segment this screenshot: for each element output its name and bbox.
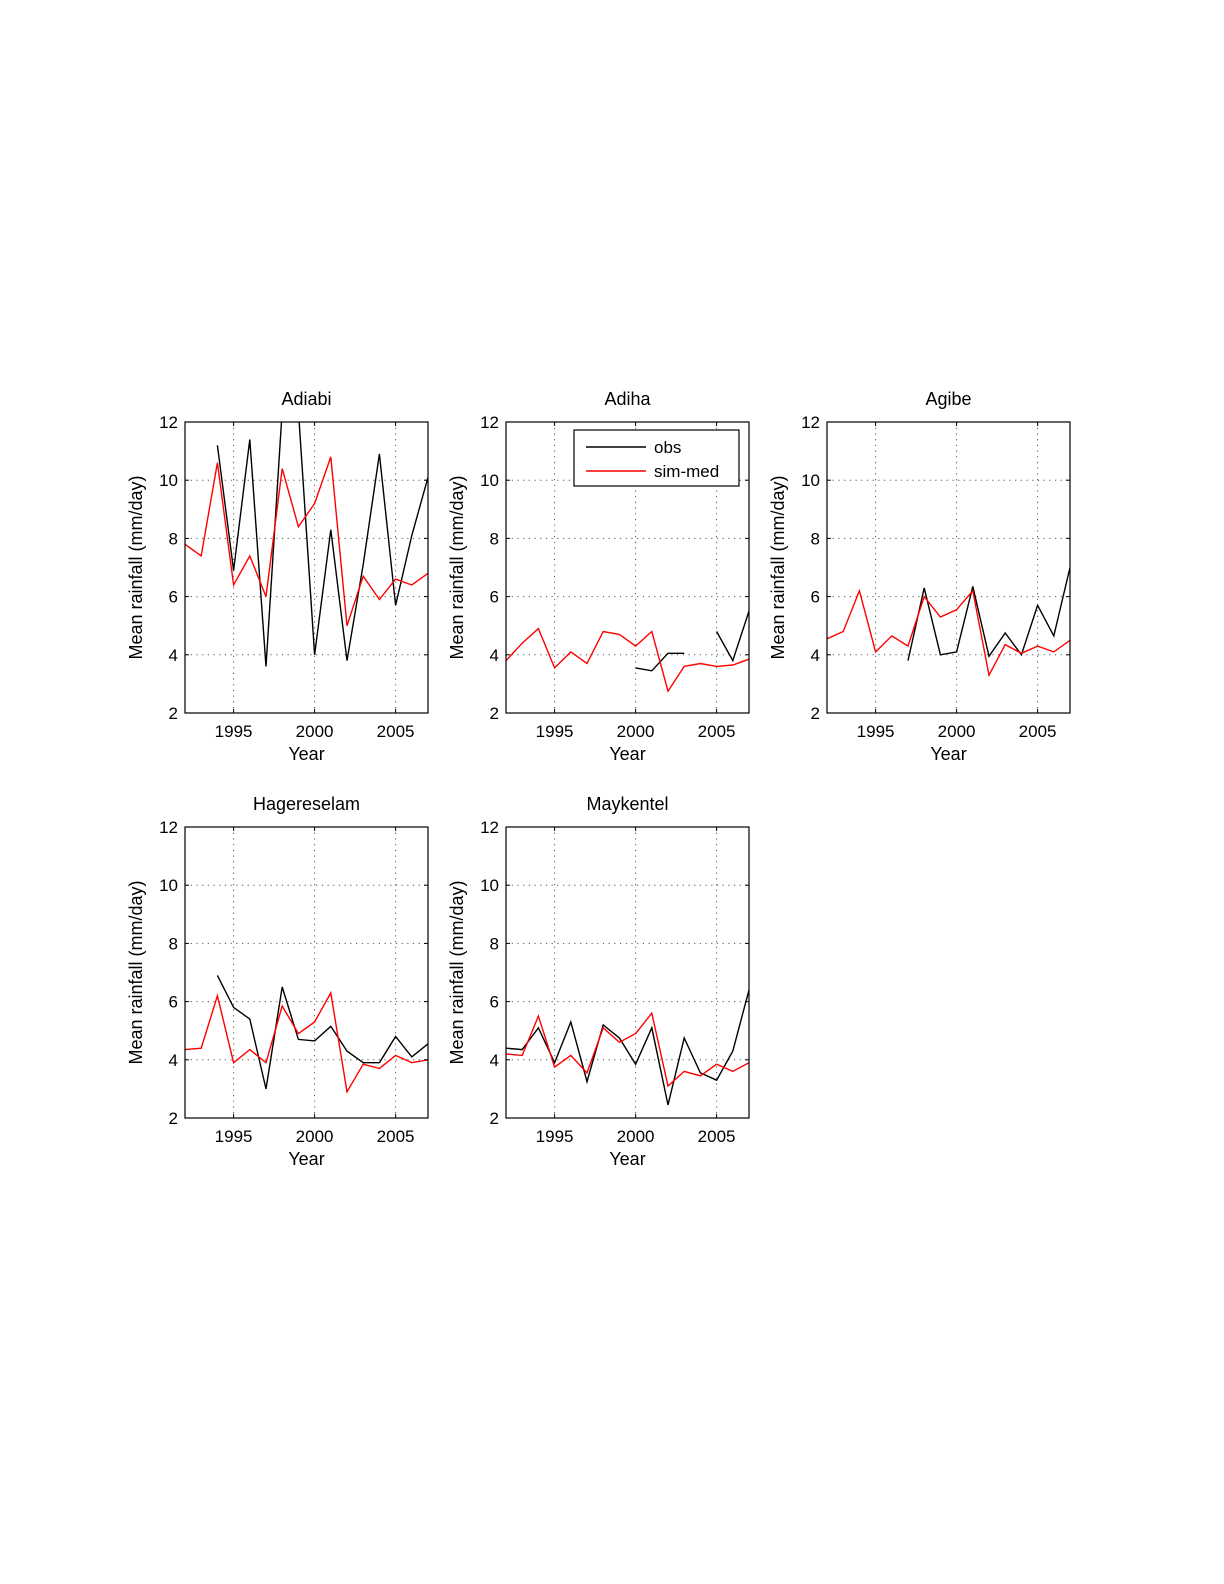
subplot-agibe: 1995 2000 2005 2 4 6 8 10 12 Agibe Year Mean rainfa… — [768, 389, 1071, 764]
y-tick-label: 2 — [490, 704, 499, 723]
x-tick-label: 1995 — [536, 1127, 574, 1146]
y-tick-label: 10 — [159, 876, 178, 895]
y-tick-label: 10 — [801, 471, 820, 490]
x-tick-label: 2000 — [938, 722, 976, 741]
y-tick-label: 10 — [480, 876, 499, 895]
series-line-obs — [216, 975, 428, 1090]
y-tick-label: 10 — [480, 471, 499, 490]
series-line-obs — [715, 610, 749, 663]
series-line-sim-med — [185, 990, 428, 1094]
x-tick-label: 2000 — [617, 1127, 655, 1146]
y-axis-label: Mean rainfall (mm/day) — [447, 880, 467, 1064]
y-tick-label: 6 — [490, 993, 499, 1012]
y-axis-label: Mean rainfall (mm/day) — [126, 475, 146, 659]
y-axis-label: Mean rainfall (mm/day) — [768, 475, 788, 659]
subplot-maykentel: 1995 2000 2005 2 4 6 8 10 12 Maykentel Year Mean ra… — [447, 794, 750, 1169]
chart-title: Maykentel — [586, 794, 668, 814]
axes-frame — [184, 421, 429, 714]
y-tick-label: 12 — [480, 413, 499, 432]
y-tick-label: 6 — [169, 588, 178, 607]
y-tick-label: 8 — [811, 529, 820, 548]
chart-title: Adiabi — [281, 389, 331, 409]
x-axis-label: Year — [609, 1149, 645, 1169]
series-line-sim-med — [185, 456, 428, 626]
subplot-hagereselam: 1995 2000 2005 2 4 6 8 10 12 Hagereselam Year Mean … — [126, 794, 429, 1169]
y-tick-label: 8 — [490, 529, 499, 548]
y-tick-label: 4 — [169, 646, 178, 665]
axes-frame — [505, 826, 750, 1119]
y-tick-label: 6 — [811, 588, 820, 607]
series-line-sim-med — [827, 588, 1070, 678]
y-tick-label: 2 — [169, 704, 178, 723]
chart-title: Agibe — [925, 389, 971, 409]
y-tick-label: 4 — [169, 1051, 178, 1070]
y-tick-label: 4 — [811, 646, 820, 665]
x-tick-label: 2005 — [377, 722, 415, 741]
series-line-sim-med — [506, 627, 749, 693]
subplot-adiha: 1995 2000 2005 2 4 6 8 10 12 Adiha Year Mean rainfa… — [447, 389, 750, 764]
x-tick-label: 2005 — [698, 722, 736, 741]
x-tick-label: 2005 — [1019, 722, 1057, 741]
x-tick-label: 2005 — [698, 1127, 736, 1146]
y-tick-label: 4 — [490, 1051, 499, 1070]
y-tick-label: 12 — [159, 413, 178, 432]
y-axis-label: Mean rainfall (mm/day) — [126, 880, 146, 1064]
y-tick-label: 2 — [811, 704, 820, 723]
x-axis-label: Year — [288, 744, 324, 764]
series-line-obs — [216, 422, 428, 667]
y-tick-label: 12 — [480, 818, 499, 837]
y-tick-label: 2 — [169, 1109, 178, 1128]
x-tick-label: 2000 — [296, 1127, 334, 1146]
y-axis-label: Mean rainfall (mm/day) — [447, 475, 467, 659]
series-line-sim-med — [506, 1011, 749, 1088]
y-tick-label: 8 — [169, 934, 178, 953]
y-tick-label: 8 — [490, 934, 499, 953]
series-line-obs — [506, 989, 749, 1106]
axes-frame — [184, 826, 429, 1119]
x-tick-label: 1995 — [215, 1127, 253, 1146]
y-tick-label: 6 — [169, 993, 178, 1012]
series-line-obs — [907, 567, 1070, 661]
legend: obs sim-med — [573, 429, 740, 487]
y-tick-label: 2 — [490, 1109, 499, 1128]
x-tick-label: 1995 — [536, 722, 574, 741]
subplot-adiabi: 1995 2000 2005 2 4 6 8 10 12 Adiabi Year Mean rainf… — [126, 389, 429, 764]
x-tick-label: 2000 — [617, 722, 655, 741]
x-axis-label: Year — [930, 744, 966, 764]
y-tick-label: 10 — [159, 471, 178, 490]
x-tick-label: 1995 — [215, 722, 253, 741]
x-tick-label: 1995 — [857, 722, 895, 741]
x-axis-label: Year — [609, 744, 645, 764]
axes-frame — [505, 421, 750, 714]
y-tick-label: 12 — [801, 413, 820, 432]
x-tick-label: 2005 — [377, 1127, 415, 1146]
y-tick-label: 6 — [490, 588, 499, 607]
y-tick-label: 12 — [159, 818, 178, 837]
x-tick-label: 2000 — [296, 722, 334, 741]
y-tick-label: 8 — [169, 529, 178, 548]
y-tick-label: 4 — [490, 646, 499, 665]
x-axis-label: Year — [288, 1149, 324, 1169]
chart-title: Adiha — [604, 389, 651, 409]
legend-label-obs: obs — [654, 438, 681, 457]
chart-title: Hagereselam — [253, 794, 360, 814]
legend-label-sim-med: sim-med — [654, 462, 719, 481]
axes-frame — [826, 421, 1071, 714]
legend-box — [573, 429, 740, 487]
